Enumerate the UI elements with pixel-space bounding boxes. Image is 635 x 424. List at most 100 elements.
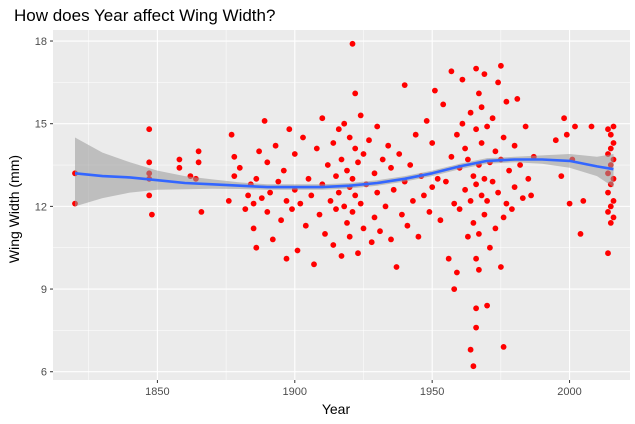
data-point <box>146 159 153 166</box>
data-point <box>610 198 617 204</box>
data-point <box>440 101 447 108</box>
data-point <box>610 214 617 221</box>
data-point <box>506 167 512 174</box>
data-point <box>225 198 232 204</box>
data-point <box>467 346 474 353</box>
data-point <box>341 203 348 210</box>
data-point <box>605 126 611 133</box>
data-point <box>423 118 430 124</box>
data-point <box>481 211 488 218</box>
data-point <box>305 175 312 182</box>
data-point <box>401 82 408 88</box>
data-point <box>525 175 532 182</box>
data-point <box>388 164 394 171</box>
y-tick-label: 6 <box>41 367 47 379</box>
data-point <box>451 200 458 207</box>
data-point <box>280 167 287 174</box>
data-point <box>250 200 257 207</box>
data-point <box>264 159 271 166</box>
data-point <box>443 178 449 185</box>
data-point <box>454 131 460 138</box>
data-point <box>355 250 361 257</box>
data-point <box>478 104 485 111</box>
data-point <box>478 140 485 146</box>
data-point <box>448 68 455 75</box>
x-tick-label: 1850 <box>145 386 169 398</box>
data-point <box>561 115 567 122</box>
data-point <box>605 250 611 257</box>
data-point <box>357 112 364 119</box>
data-point <box>495 79 501 86</box>
data-point <box>407 162 414 168</box>
data-point <box>607 203 614 210</box>
data-point <box>473 181 479 188</box>
data-point <box>434 175 441 182</box>
data-point <box>404 222 411 229</box>
data-point <box>610 140 617 146</box>
data-point <box>580 198 587 204</box>
data-point <box>607 145 614 152</box>
data-point <box>470 173 477 180</box>
data-point <box>470 363 477 370</box>
data-point <box>426 209 433 215</box>
data-point <box>412 131 419 138</box>
data-point <box>344 220 350 226</box>
data-point <box>149 211 155 218</box>
data-point <box>476 231 482 237</box>
data-point <box>588 123 595 130</box>
data-point <box>456 206 463 213</box>
data-point <box>470 220 477 226</box>
plot-panel <box>53 30 630 380</box>
data-point <box>511 142 518 149</box>
data-point <box>445 255 452 262</box>
data-point <box>371 170 378 177</box>
data-point <box>396 151 403 157</box>
data-point <box>421 192 427 199</box>
data-point <box>473 305 479 312</box>
data-point <box>338 156 345 163</box>
data-point <box>503 200 510 207</box>
data-point <box>374 189 381 196</box>
data-point <box>366 137 372 144</box>
data-point <box>448 153 455 160</box>
data-point <box>261 118 268 124</box>
data-point <box>415 233 422 240</box>
data-point <box>228 131 235 138</box>
y-axis: 6 9 12 15 18 <box>35 36 53 379</box>
data-point <box>368 239 375 246</box>
data-point <box>341 120 348 127</box>
data-point <box>484 198 490 204</box>
data-point <box>605 189 611 196</box>
data-point <box>390 186 397 193</box>
data-point <box>146 126 153 133</box>
data-point <box>437 217 444 224</box>
data-point <box>429 140 436 146</box>
data-point <box>572 123 578 130</box>
smooth-line <box>74 158 614 189</box>
data-point <box>324 162 331 168</box>
data-point <box>335 126 342 133</box>
data-point <box>346 134 353 141</box>
data-point <box>195 148 202 155</box>
data-point <box>462 145 468 152</box>
data-point <box>198 209 205 215</box>
data-point <box>294 247 301 254</box>
data-point <box>473 126 479 133</box>
data-point <box>429 184 436 191</box>
data-point <box>357 200 364 207</box>
data-point <box>349 175 356 182</box>
y-tick-label: 12 <box>35 201 47 213</box>
data-point <box>264 209 271 215</box>
data-point <box>399 211 405 218</box>
data-point <box>462 186 468 193</box>
data-point <box>410 198 416 204</box>
data-point <box>338 253 345 259</box>
data-point <box>577 231 584 237</box>
data-point <box>242 206 249 213</box>
x-axis: 1850 1900 1950 2000 <box>145 380 582 398</box>
data-point <box>297 200 304 207</box>
data-point <box>245 192 252 199</box>
data-point <box>489 115 496 122</box>
data-point <box>481 71 488 77</box>
data-point <box>253 244 260 251</box>
